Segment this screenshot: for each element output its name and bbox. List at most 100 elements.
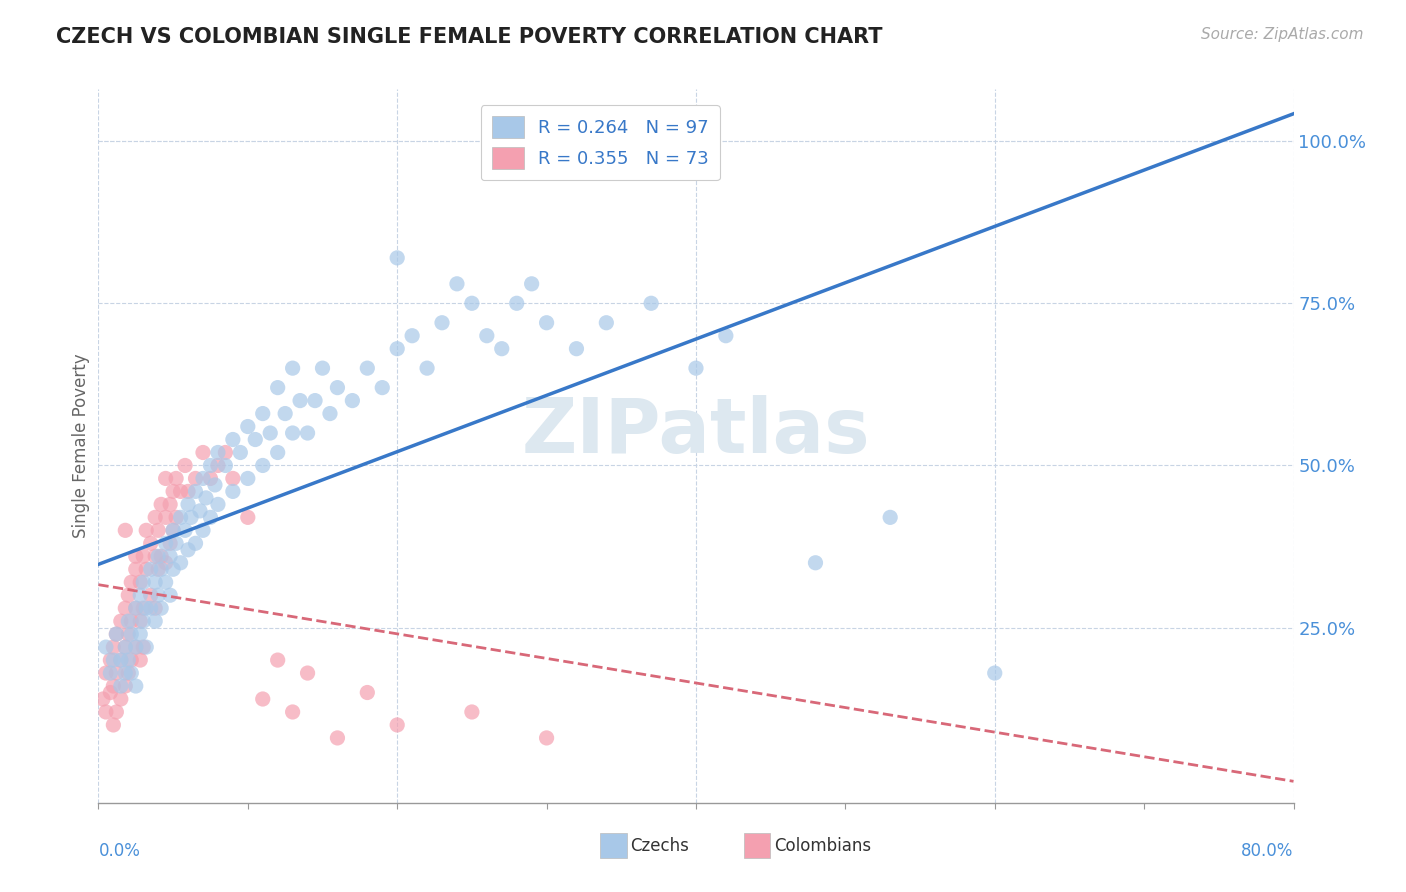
Point: [114, 640, 136, 654]
Point: [200, 510, 222, 524]
Point: [150, 497, 173, 511]
Point: [125, 679, 148, 693]
Point: [125, 640, 148, 654]
Point: [125, 562, 148, 576]
Point: [461, 705, 484, 719]
Point: [110, 679, 132, 693]
Point: [200, 458, 222, 473]
Point: [159, 549, 181, 564]
Point: [177, 497, 200, 511]
Point: [520, 277, 543, 291]
Point: [103, 653, 125, 667]
Point: [129, 653, 152, 667]
Point: [91, 692, 114, 706]
Point: [274, 407, 297, 421]
Point: [229, 445, 252, 459]
Point: [385, 251, 409, 265]
Point: [204, 478, 226, 492]
Point: [110, 614, 132, 628]
Point: [356, 685, 378, 699]
Point: [94, 640, 117, 654]
Point: [319, 407, 342, 421]
Point: [117, 627, 139, 641]
Point: [120, 627, 142, 641]
Point: [184, 536, 207, 550]
Point: [461, 296, 484, 310]
Point: [129, 627, 152, 641]
Point: [169, 556, 191, 570]
Point: [252, 407, 274, 421]
Point: [132, 575, 155, 590]
Point: [132, 614, 155, 628]
Point: [120, 653, 142, 667]
Point: [714, 328, 737, 343]
Point: [297, 425, 319, 440]
Point: [139, 588, 162, 602]
Point: [155, 510, 177, 524]
Point: [188, 504, 211, 518]
Text: Colombians: Colombians: [773, 837, 870, 855]
Point: [595, 316, 617, 330]
Point: [430, 316, 453, 330]
Point: [281, 425, 304, 440]
Point: [288, 393, 311, 408]
Point: [98, 685, 122, 699]
Point: [132, 640, 155, 654]
Point: [148, 562, 170, 576]
Point: [125, 549, 148, 564]
Point: [117, 588, 139, 602]
Point: [114, 524, 136, 538]
Point: [222, 471, 245, 485]
Point: [174, 458, 197, 473]
Point: [110, 653, 132, 667]
Point: [120, 575, 142, 590]
Point: [135, 524, 157, 538]
Text: Czechs: Czechs: [630, 837, 689, 855]
Point: [165, 471, 187, 485]
Point: [125, 601, 148, 615]
Text: 0.0%: 0.0%: [98, 842, 141, 860]
Point: [177, 484, 200, 499]
Point: [114, 640, 136, 654]
Point: [297, 666, 319, 681]
Point: [222, 433, 245, 447]
Point: [143, 575, 166, 590]
Point: [207, 458, 229, 473]
Point: [236, 419, 259, 434]
Text: Source: ZipAtlas.com: Source: ZipAtlas.com: [1201, 27, 1364, 42]
Point: [195, 491, 218, 505]
Point: [214, 445, 236, 459]
Point: [132, 549, 155, 564]
Point: [132, 601, 155, 615]
Point: [143, 549, 166, 564]
Point: [281, 705, 304, 719]
Point: [191, 524, 214, 538]
Point: [155, 471, 177, 485]
Point: [685, 361, 707, 376]
Point: [139, 562, 162, 576]
Point: [105, 705, 128, 719]
Point: [356, 361, 378, 376]
Point: [311, 361, 333, 376]
Point: [165, 510, 187, 524]
Point: [120, 614, 142, 628]
Point: [491, 342, 513, 356]
Legend: R = 0.264   N = 97, R = 0.355   N = 73: R = 0.264 N = 97, R = 0.355 N = 73: [481, 105, 720, 180]
Point: [267, 445, 290, 459]
Point: [184, 484, 207, 499]
Point: [159, 536, 181, 550]
Point: [506, 296, 529, 310]
Point: [640, 296, 662, 310]
Point: [94, 705, 117, 719]
Point: [416, 361, 439, 376]
Point: [129, 575, 152, 590]
Point: [177, 542, 200, 557]
Point: [326, 381, 349, 395]
Point: [259, 425, 281, 440]
Point: [200, 471, 222, 485]
Point: [984, 666, 1007, 681]
Point: [105, 627, 128, 641]
Point: [191, 471, 214, 485]
Point: [105, 666, 128, 681]
Point: [143, 614, 166, 628]
